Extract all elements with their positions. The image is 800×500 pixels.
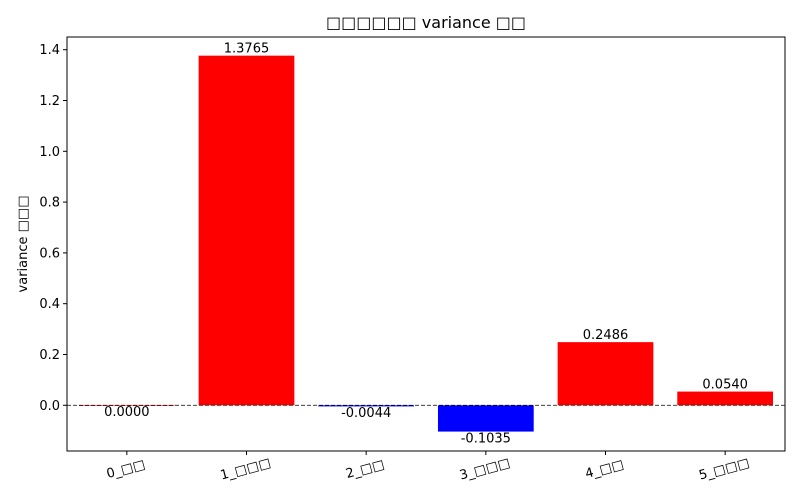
bar-1 [198, 55, 295, 406]
bar-4 [557, 342, 654, 406]
y-tick-label-0: 0.0 [39, 399, 60, 414]
x-tick-label-4: 4_□□ [584, 457, 626, 482]
x-tick-label-2: 2_□□ [344, 457, 386, 482]
bar-2 [318, 405, 415, 407]
axes-layer [63, 36, 786, 455]
chart-title: □□□□□□ variance □□ [326, 13, 526, 32]
bar-0 [78, 405, 175, 406]
data-label-2: -0.0044 [341, 406, 391, 421]
data-label-5: 0.0540 [702, 378, 748, 393]
bar-3 [437, 405, 534, 432]
data-label-4: 0.2486 [583, 328, 629, 343]
bars-layer [78, 55, 774, 432]
y-tick-label-6: 1.2 [39, 94, 60, 109]
plot-frame [66, 36, 786, 452]
x-tick-label-5: 5_□□□ [697, 456, 751, 484]
y-tick-label-7: 1.4 [39, 43, 60, 58]
bar-5 [677, 391, 774, 406]
y-axis-label: variance □□□ [16, 196, 31, 293]
data-label-1: 1.3765 [224, 42, 270, 57]
y-tick-label-2: 0.4 [39, 297, 60, 312]
x-tick-label-1: 1_□□□ [219, 456, 273, 484]
data-label-3: -0.1035 [461, 431, 511, 446]
y-tick-label-5: 1.0 [39, 145, 60, 160]
data-label-0: 0.0000 [104, 405, 150, 420]
y-tick-label-3: 0.6 [39, 246, 60, 261]
labels-layer: 0.0000 1.3765 -0.0044 -0.1035 0.2486 0.0540 0.… [39, 42, 751, 484]
y-tick-label-4: 0.8 [39, 196, 60, 211]
x-tick-label-3: 3_□□□ [458, 456, 512, 484]
y-tick-label-1: 0.2 [39, 348, 60, 363]
x-tick-label-0: 0_□□ [105, 457, 147, 482]
